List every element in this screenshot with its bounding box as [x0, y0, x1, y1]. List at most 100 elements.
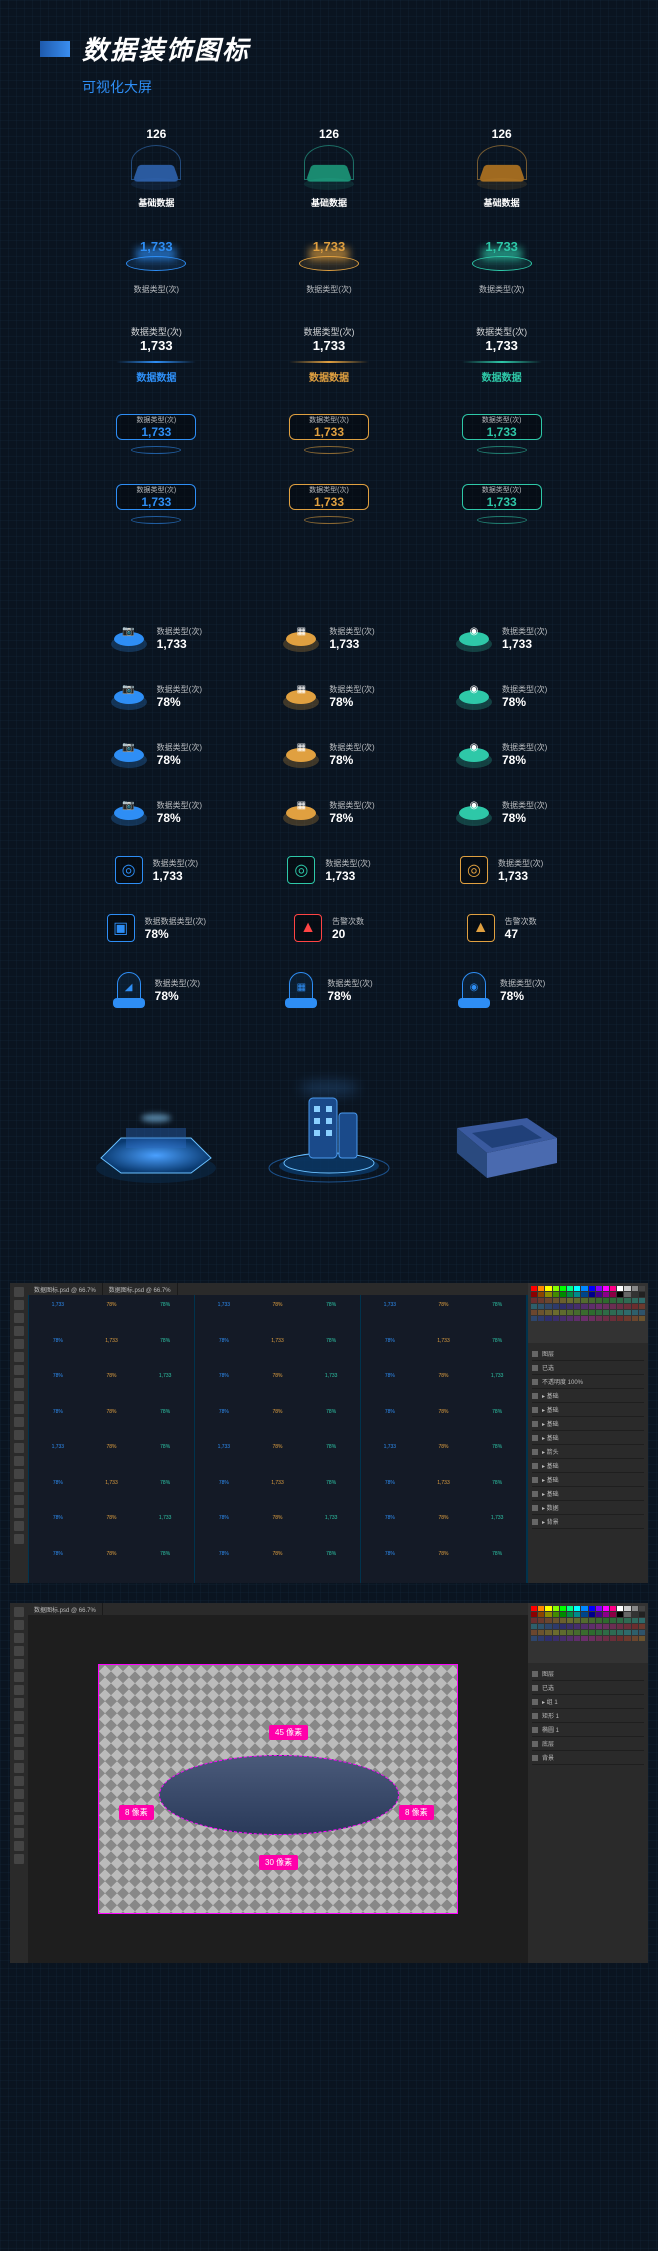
swatch[interactable] — [545, 1618, 551, 1623]
ps-tool-icon[interactable] — [14, 1698, 24, 1708]
swatch[interactable] — [632, 1304, 638, 1309]
eye-icon[interactable] — [532, 1421, 538, 1427]
ps-layer-row[interactable]: ▸ 基础 — [532, 1389, 644, 1403]
ps-tool-icon[interactable] — [14, 1711, 24, 1721]
ps-tool-icon[interactable] — [14, 1763, 24, 1773]
swatch[interactable] — [596, 1316, 602, 1321]
swatch[interactable] — [553, 1624, 559, 1629]
swatch[interactable] — [624, 1624, 630, 1629]
swatch[interactable] — [610, 1310, 616, 1315]
swatch[interactable] — [538, 1606, 544, 1611]
swatch[interactable] — [581, 1606, 587, 1611]
swatch[interactable] — [574, 1316, 580, 1321]
eye-icon[interactable] — [532, 1699, 538, 1705]
swatch[interactable] — [624, 1630, 630, 1635]
swatch[interactable] — [617, 1624, 623, 1629]
swatch[interactable] — [603, 1636, 609, 1641]
swatch[interactable] — [553, 1286, 559, 1291]
swatch[interactable] — [596, 1612, 602, 1617]
ps-layer-row[interactable]: 已选 — [532, 1361, 644, 1375]
ps-tool-icon[interactable] — [14, 1378, 24, 1388]
swatch[interactable] — [574, 1310, 580, 1315]
ps-tool-icon[interactable] — [14, 1802, 24, 1812]
swatch[interactable] — [610, 1636, 616, 1641]
eye-icon[interactable] — [532, 1727, 538, 1733]
swatch[interactable] — [624, 1618, 630, 1623]
swatch[interactable] — [581, 1298, 587, 1303]
ps-tool-icon[interactable] — [14, 1430, 24, 1440]
swatch[interactable] — [610, 1292, 616, 1297]
swatch[interactable] — [553, 1636, 559, 1641]
ps-layer-row[interactable]: 图层 — [532, 1347, 644, 1361]
swatch[interactable] — [639, 1310, 645, 1315]
eye-icon[interactable] — [532, 1379, 538, 1385]
swatch[interactable] — [567, 1636, 573, 1641]
swatch[interactable] — [531, 1624, 537, 1629]
ps-layer-row[interactable]: ▸ 基础 — [532, 1473, 644, 1487]
eye-icon[interactable] — [532, 1671, 538, 1677]
ps-tool-icon[interactable] — [14, 1828, 24, 1838]
ps-canvas-1[interactable]: 1,73378%78%78%1,73378%78%78%1,73378%78%7… — [28, 1295, 528, 1583]
swatch[interactable] — [610, 1304, 616, 1309]
swatch[interactable] — [603, 1606, 609, 1611]
swatch[interactable] — [574, 1606, 580, 1611]
swatch[interactable] — [632, 1316, 638, 1321]
swatch[interactable] — [632, 1292, 638, 1297]
swatch[interactable] — [567, 1298, 573, 1303]
swatch[interactable] — [581, 1304, 587, 1309]
ps-tool-icon[interactable] — [14, 1724, 24, 1734]
ps-tabs[interactable]: 数据图标.psd @ 66.7% — [28, 1603, 528, 1615]
swatch[interactable] — [538, 1292, 544, 1297]
swatch[interactable] — [603, 1292, 609, 1297]
swatch[interactable] — [589, 1630, 595, 1635]
swatch[interactable] — [632, 1636, 638, 1641]
swatch[interactable] — [617, 1298, 623, 1303]
ps-layers-panel[interactable]: 图层已选不透明度 100%▸ 基础▸ 基础▸ 基础▸ 基础▸ 箭头▸ 基础▸ 基… — [528, 1343, 648, 1583]
ps-tool-icon[interactable] — [14, 1646, 24, 1656]
eye-icon[interactable] — [532, 1477, 538, 1483]
ps-layer-row[interactable]: ▸ 数据 — [532, 1501, 644, 1515]
ps-tool-icon[interactable] — [14, 1391, 24, 1401]
swatch[interactable] — [610, 1624, 616, 1629]
swatch[interactable] — [545, 1636, 551, 1641]
swatch[interactable] — [581, 1310, 587, 1315]
swatch[interactable] — [538, 1286, 544, 1291]
swatch[interactable] — [574, 1304, 580, 1309]
swatch[interactable] — [603, 1316, 609, 1321]
swatch[interactable] — [567, 1292, 573, 1297]
ps-tool-icon[interactable] — [14, 1313, 24, 1323]
ps-tool-icon[interactable] — [14, 1620, 24, 1630]
swatch[interactable] — [589, 1636, 595, 1641]
ps-tool-icon[interactable] — [14, 1417, 24, 1427]
swatch[interactable] — [545, 1606, 551, 1611]
ps-layer-row[interactable]: ▸ 组 1 — [532, 1695, 644, 1709]
eye-icon[interactable] — [532, 1519, 538, 1525]
swatch[interactable] — [574, 1292, 580, 1297]
swatch[interactable] — [574, 1624, 580, 1629]
swatch[interactable] — [531, 1298, 537, 1303]
swatch[interactable] — [589, 1606, 595, 1611]
swatch[interactable] — [574, 1286, 580, 1291]
swatch[interactable] — [553, 1612, 559, 1617]
swatch[interactable] — [567, 1612, 573, 1617]
swatch[interactable] — [596, 1606, 602, 1611]
eye-icon[interactable] — [532, 1435, 538, 1441]
ps-tool-icon[interactable] — [14, 1456, 24, 1466]
swatch[interactable] — [531, 1292, 537, 1297]
swatch[interactable] — [596, 1630, 602, 1635]
swatch[interactable] — [610, 1612, 616, 1617]
swatch[interactable] — [589, 1618, 595, 1623]
swatch[interactable] — [553, 1298, 559, 1303]
swatch[interactable] — [596, 1310, 602, 1315]
swatch[interactable] — [617, 1286, 623, 1291]
swatch[interactable] — [538, 1618, 544, 1623]
swatch[interactable] — [596, 1304, 602, 1309]
swatch[interactable] — [624, 1316, 630, 1321]
swatch[interactable] — [553, 1618, 559, 1623]
swatch[interactable] — [531, 1304, 537, 1309]
swatch[interactable] — [589, 1310, 595, 1315]
ps-tool-icon[interactable] — [14, 1789, 24, 1799]
swatch[interactable] — [545, 1310, 551, 1315]
swatch[interactable] — [538, 1316, 544, 1321]
swatch[interactable] — [553, 1292, 559, 1297]
